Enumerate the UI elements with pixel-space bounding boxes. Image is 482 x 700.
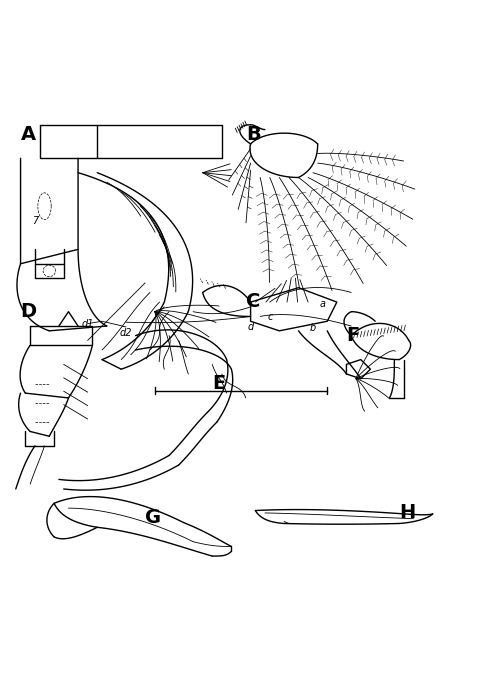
- Text: D: D: [21, 302, 37, 321]
- Text: 7: 7: [32, 216, 38, 225]
- Text: a: a: [320, 300, 325, 309]
- Text: A: A: [21, 125, 36, 144]
- Text: d1: d1: [81, 318, 94, 328]
- Text: G: G: [145, 508, 161, 527]
- Text: b: b: [310, 323, 316, 333]
- Text: d2: d2: [120, 328, 132, 338]
- Text: H: H: [399, 503, 415, 522]
- Text: C: C: [246, 293, 260, 312]
- Text: F: F: [347, 326, 360, 345]
- Text: E: E: [212, 374, 226, 393]
- Text: B: B: [246, 125, 261, 144]
- Text: c: c: [267, 312, 272, 323]
- Text: d: d: [247, 322, 254, 332]
